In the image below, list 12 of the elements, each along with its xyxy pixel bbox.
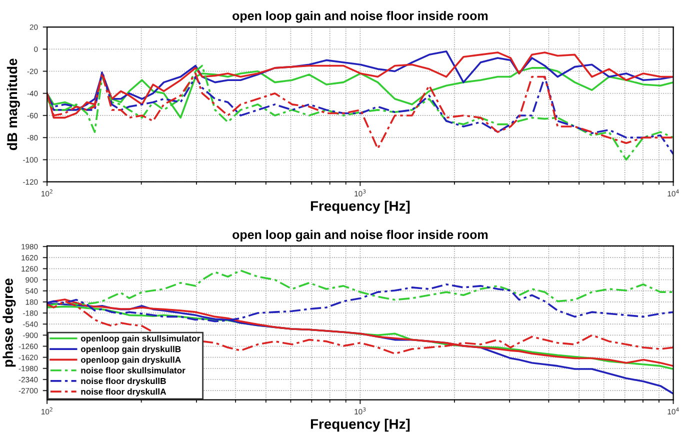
legend-label: openloop gain dryskullA (80, 356, 181, 365)
y-axis-title: phase degree (2, 278, 16, 367)
legend-label: openloop gain dryskullB (80, 346, 181, 354)
legend-label: openloop gain skullsimulator (80, 335, 200, 344)
legend-label: noise floor dryskullA (81, 388, 166, 396)
y-axis-title: dB magnitude (6, 58, 20, 150)
x-axis-title: Frequency [Hz] (310, 418, 410, 432)
legend-label: noise floor dryskullB (81, 378, 166, 386)
chart-title: open loop gain and noise floor inside room (232, 11, 488, 23)
chart-title: open loop gain and noise floor inside room (232, 230, 488, 242)
x-axis-title: Frequency [Hz] (310, 200, 410, 214)
legend-label: noise floor skullsimulator (81, 367, 186, 374)
